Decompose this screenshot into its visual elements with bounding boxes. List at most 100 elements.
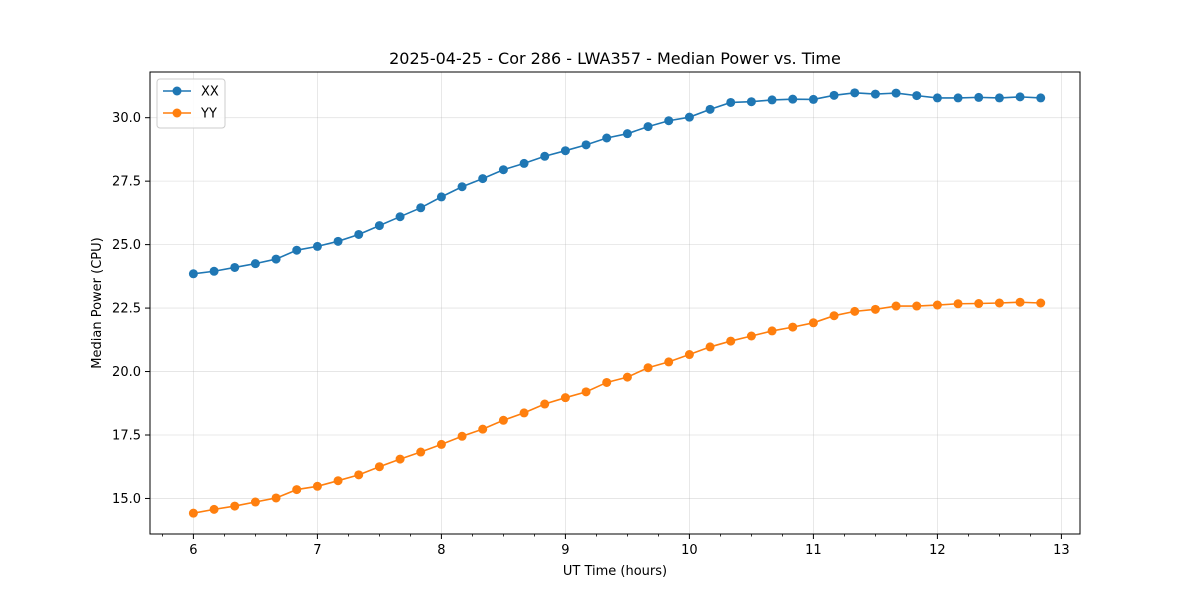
data-point-xx	[540, 151, 550, 161]
data-point-xx	[850, 88, 860, 98]
data-point-yy	[230, 501, 240, 511]
data-point-yy	[436, 439, 446, 449]
data-point-xx	[250, 259, 260, 269]
data-point-yy	[994, 298, 1004, 308]
y-tick-label: 15.0	[112, 492, 141, 507]
data-point-xx	[953, 93, 963, 103]
y-tick-label: 22.5	[112, 302, 141, 317]
data-point-yy	[767, 326, 777, 336]
x-tick-label: 6	[189, 543, 197, 558]
data-point-xx	[333, 236, 343, 246]
data-point-xx	[498, 165, 508, 175]
data-point-yy	[870, 304, 880, 314]
data-point-xx	[312, 241, 322, 251]
data-point-yy	[457, 431, 467, 441]
x-tick-label: 11	[805, 543, 822, 558]
data-point-xx	[746, 97, 756, 107]
grid	[150, 72, 1080, 534]
data-point-yy	[333, 476, 343, 486]
data-point-yy	[726, 336, 736, 346]
data-point-xx	[829, 90, 839, 100]
legend-marker-xx	[172, 86, 182, 96]
x-tick-label: 10	[681, 543, 698, 558]
data-point-yy	[1015, 297, 1025, 307]
data-point-yy	[519, 408, 529, 418]
data-point-xx	[994, 93, 1004, 103]
data-point-xx	[374, 221, 384, 231]
y-axis-label: Median Power (CPU)	[90, 237, 105, 368]
data-point-xx	[519, 158, 529, 168]
y-tick-label: 17.5	[112, 429, 141, 444]
data-point-yy	[664, 357, 674, 367]
data-point-yy	[560, 393, 570, 403]
legend-marker-yy	[172, 108, 182, 118]
data-point-yy	[478, 424, 488, 434]
x-tick-label: 9	[561, 543, 569, 558]
data-point-yy	[974, 299, 984, 309]
y-tick-label: 27.5	[112, 175, 141, 190]
y-tick-label: 30.0	[112, 111, 141, 126]
data-point-yy	[912, 301, 922, 311]
data-point-xx	[395, 212, 405, 222]
data-point-yy	[602, 377, 612, 387]
axes: 6 7 8 9 10 11 12 13 15.0 17.5 20.0 22.5 25.0 27.5 30.0	[112, 111, 1070, 558]
data-point-yy	[188, 508, 198, 518]
data-point-yy	[271, 493, 281, 503]
legend-label-xx: XX	[201, 85, 219, 100]
data-point-xx	[726, 97, 736, 107]
data-point-xx	[870, 89, 880, 99]
plot-series	[188, 88, 1046, 518]
data-point-yy	[891, 301, 901, 311]
data-point-xx	[271, 254, 281, 264]
data-point-yy	[705, 342, 715, 352]
data-point-xx	[230, 262, 240, 272]
y-tick-label: 25.0	[112, 238, 141, 253]
data-point-yy	[292, 485, 302, 495]
data-point-xx	[808, 94, 818, 104]
data-point-yy	[850, 306, 860, 316]
data-point-xx	[602, 133, 612, 143]
data-point-yy	[540, 399, 550, 409]
chart-title: 2025-04-25 - Cor 286 - LWA357 - Median P…	[389, 49, 841, 68]
data-point-yy	[1036, 298, 1046, 308]
data-point-xx	[354, 229, 364, 239]
data-point-yy	[354, 470, 364, 480]
data-point-yy	[932, 300, 942, 310]
data-point-xx	[705, 104, 715, 114]
data-point-xx	[292, 245, 302, 255]
data-point-yy	[643, 363, 653, 373]
x-axis-label: UT Time (hours)	[563, 564, 667, 579]
data-point-yy	[684, 350, 694, 360]
data-point-yy	[953, 299, 963, 309]
data-point-xx	[974, 92, 984, 102]
data-point-yy	[416, 447, 426, 457]
data-point-yy	[498, 415, 508, 425]
data-point-xx	[622, 129, 632, 139]
data-point-xx	[416, 203, 426, 213]
data-point-xx	[788, 94, 798, 104]
data-point-xx	[209, 266, 219, 276]
data-point-yy	[250, 497, 260, 507]
data-point-yy	[808, 318, 818, 328]
data-point-yy	[312, 481, 322, 491]
x-tick-label: 7	[313, 543, 321, 558]
data-point-yy	[581, 387, 591, 397]
data-point-yy	[788, 322, 798, 332]
legend: XX YY	[156, 78, 226, 129]
data-point-xx	[932, 93, 942, 103]
data-point-yy	[746, 331, 756, 341]
data-point-xx	[684, 112, 694, 122]
data-point-xx	[767, 95, 777, 105]
data-point-xx	[664, 116, 674, 126]
y-tick-label: 20.0	[112, 365, 141, 380]
data-point-xx	[581, 140, 591, 150]
data-point-yy	[622, 372, 632, 382]
data-point-yy	[829, 311, 839, 321]
data-point-xx	[457, 182, 467, 192]
data-point-xx	[643, 122, 653, 132]
data-point-xx	[478, 174, 488, 184]
plot-frame	[149, 71, 1081, 535]
data-point-yy	[374, 462, 384, 472]
legend-label-yy: YY	[200, 107, 217, 122]
